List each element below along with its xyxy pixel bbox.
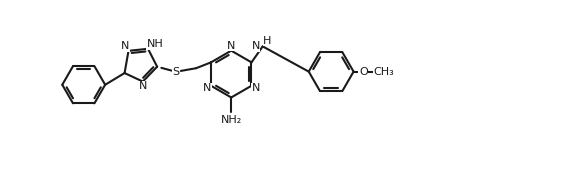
Text: CH₃: CH₃: [374, 67, 394, 77]
Text: N: N: [202, 83, 211, 93]
Text: N: N: [227, 41, 236, 51]
Text: S: S: [172, 67, 180, 77]
Text: N: N: [121, 41, 129, 51]
Text: N: N: [251, 41, 260, 51]
Text: H: H: [263, 36, 272, 46]
Text: N: N: [138, 81, 147, 91]
Text: NH₂: NH₂: [221, 115, 242, 125]
Text: N: N: [252, 83, 260, 93]
Text: O: O: [359, 67, 368, 77]
Text: NH: NH: [146, 39, 163, 49]
